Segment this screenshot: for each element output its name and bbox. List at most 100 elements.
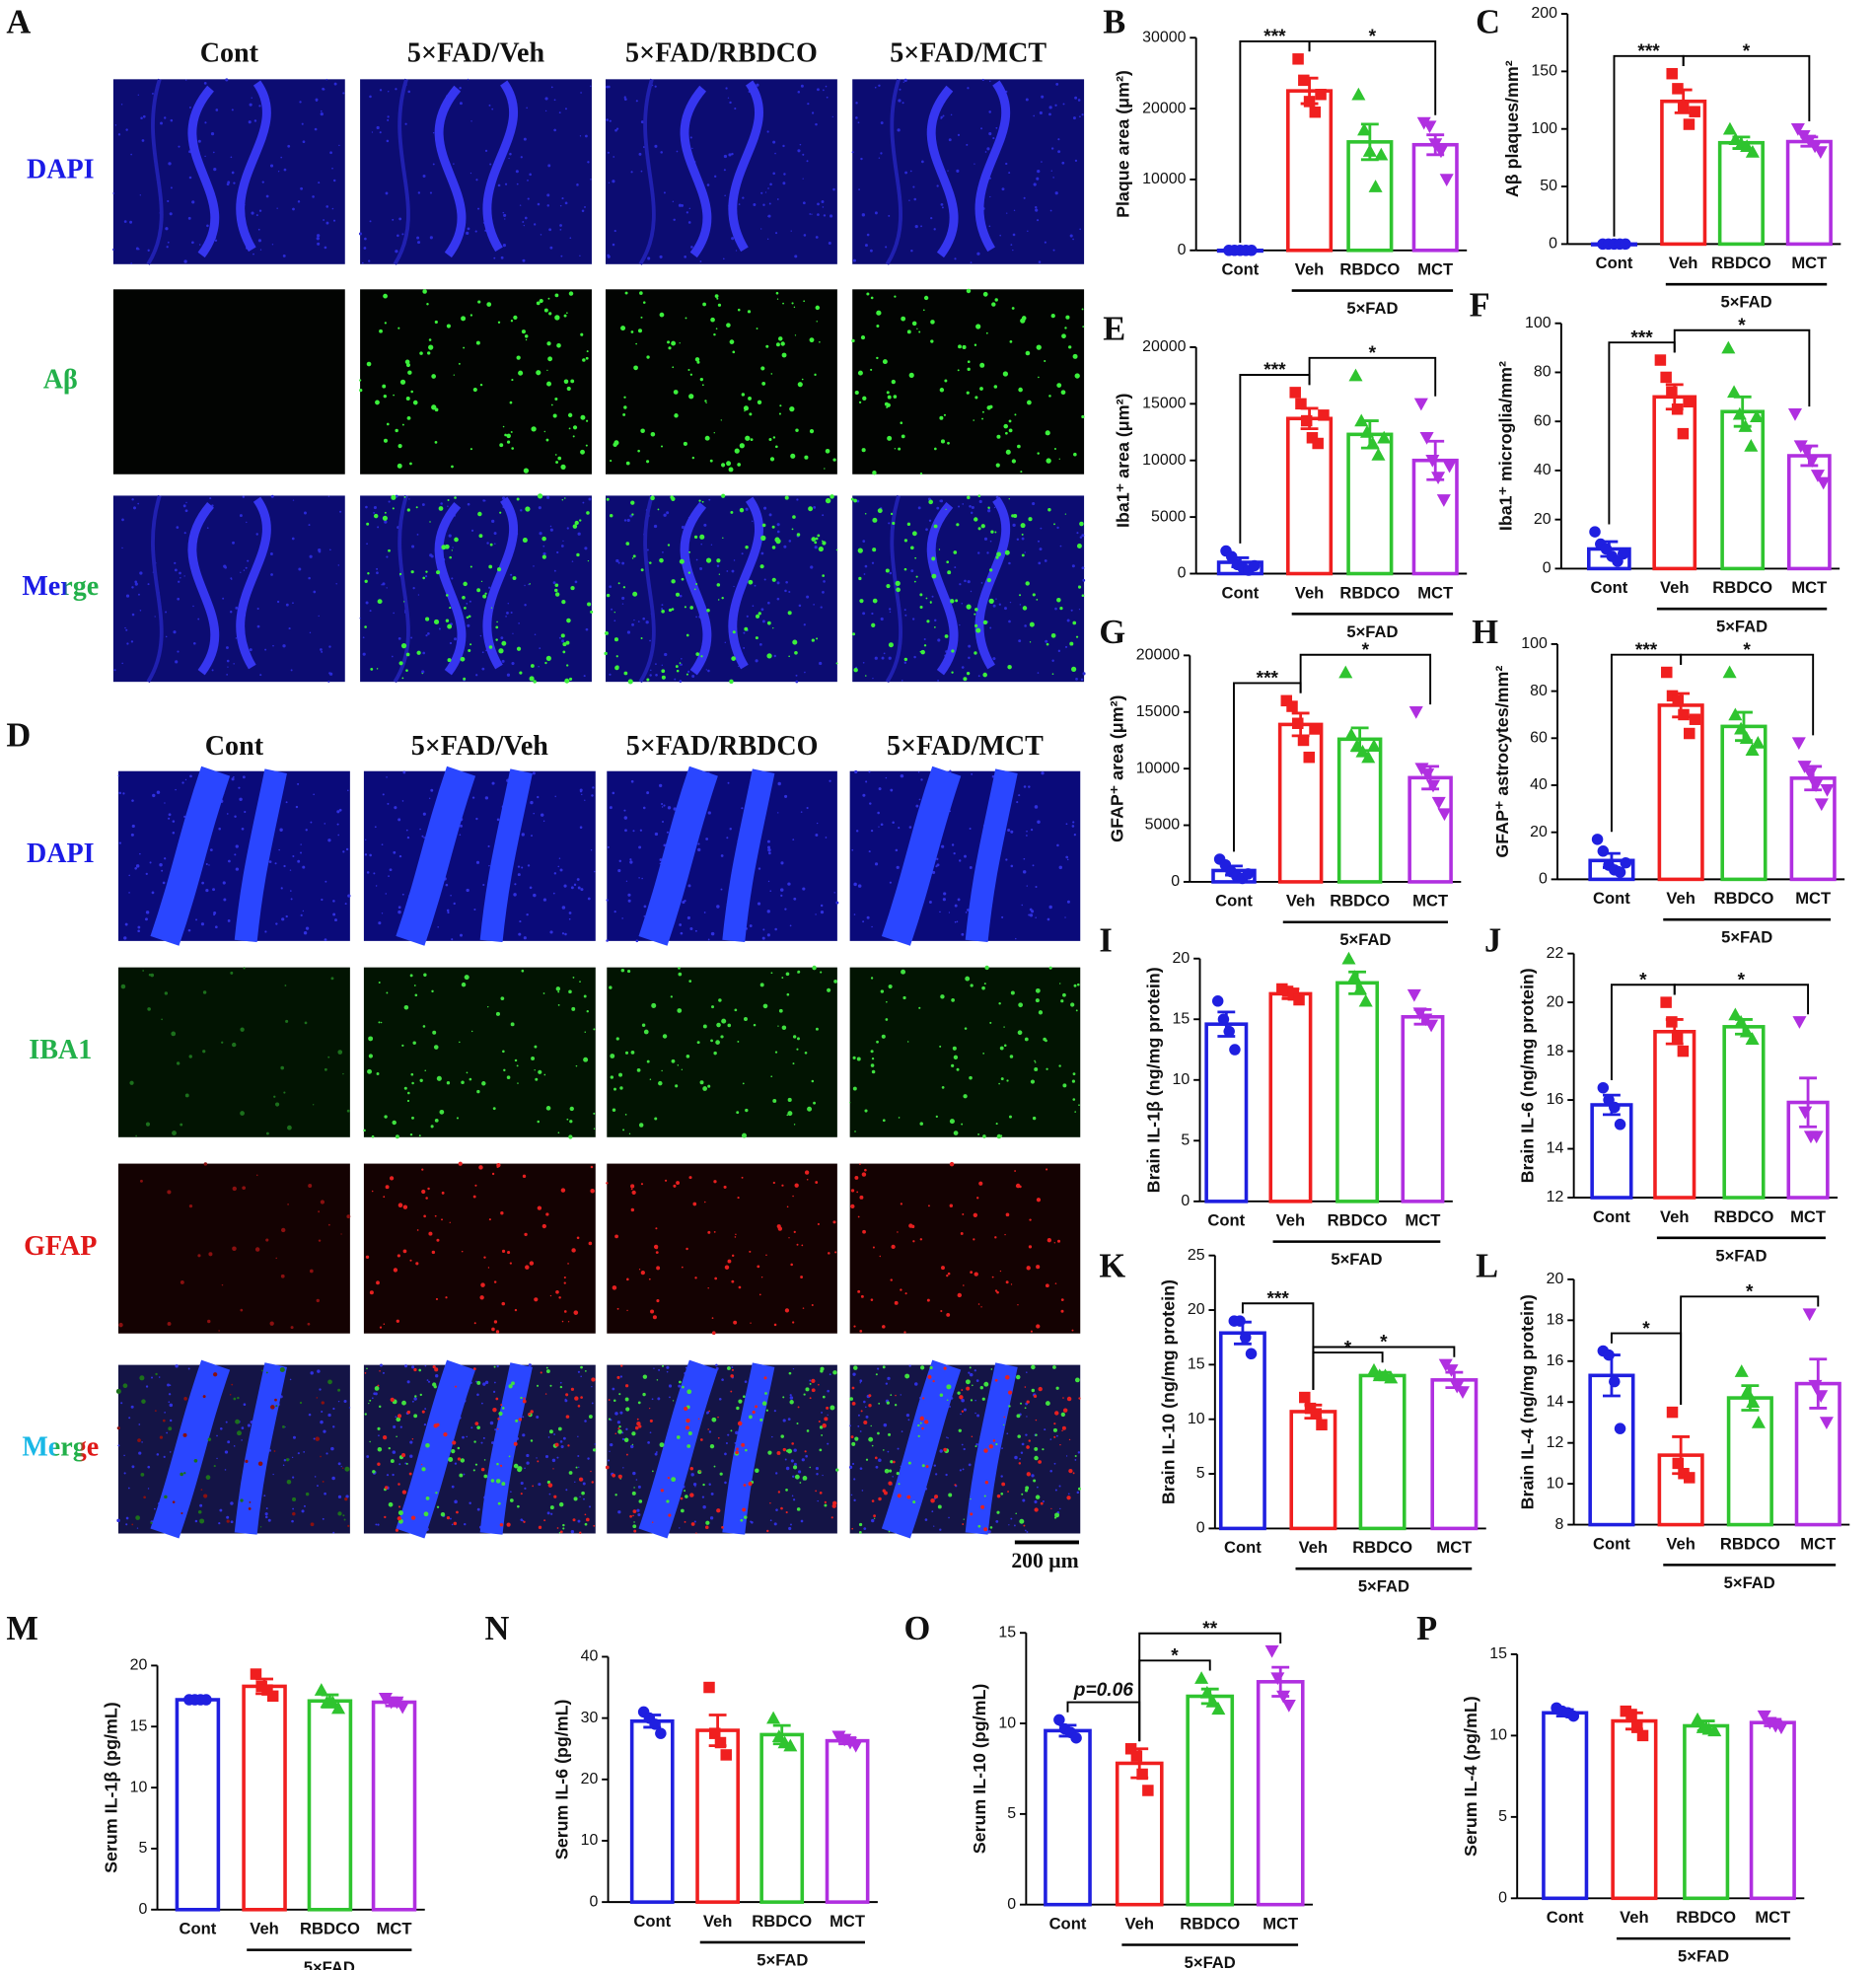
- significance-bracket: [1680, 653, 1815, 736]
- image-speckle: [708, 1483, 711, 1487]
- image-speckle: [379, 328, 383, 333]
- image-speckle: [376, 668, 379, 670]
- image-speckle: [523, 936, 527, 940]
- image-speckle: [378, 921, 382, 925]
- image-speckle: [914, 224, 918, 229]
- image-speckle: [777, 1025, 779, 1027]
- image-speckle: [826, 1406, 830, 1410]
- image-speckle: [521, 833, 525, 837]
- image-speckle: [858, 401, 862, 404]
- image-speckle: [1028, 1439, 1031, 1442]
- data-point: [1425, 779, 1441, 793]
- image-speckle: [890, 1278, 893, 1281]
- image-speckle: [1002, 371, 1009, 377]
- image-speckle: [399, 1425, 402, 1428]
- image-speckle: [661, 821, 665, 824]
- image-speckle: [291, 1456, 294, 1459]
- image-speckle: [561, 906, 566, 910]
- image-speckle: [434, 440, 438, 444]
- image-speckle: [761, 620, 765, 623]
- image-speckle: [1052, 1427, 1057, 1432]
- image-speckle: [387, 115, 390, 118]
- micrograph-background: [363, 1364, 596, 1534]
- image-speckle: [1023, 857, 1026, 860]
- image-speckle: [435, 1297, 439, 1301]
- image-speckle: [825, 85, 828, 88]
- image-speckle: [379, 1370, 381, 1372]
- image-speckle: [820, 606, 823, 609]
- image-speckle: [159, 1435, 164, 1439]
- image-speckle: [583, 1057, 589, 1062]
- image-speckle: [870, 1063, 875, 1067]
- image-speckle: [494, 543, 496, 545]
- image-speckle: [767, 214, 771, 218]
- image-speckle: [225, 78, 229, 82]
- image-speckle: [421, 670, 425, 674]
- image-speckle: [143, 1496, 146, 1499]
- data-point: [1677, 102, 1690, 114]
- micrograph: [851, 78, 1085, 265]
- image-speckle: [959, 1469, 962, 1472]
- image-speckle: [292, 1476, 295, 1479]
- image-speckle: [990, 530, 994, 534]
- image-speckle: [729, 339, 735, 344]
- image-speckle: [1047, 508, 1051, 512]
- image-speckle: [141, 1441, 143, 1443]
- image-speckle: [758, 1293, 761, 1296]
- image-speckle: [723, 169, 726, 172]
- image-speckle: [675, 665, 679, 668]
- image-speckle: [427, 632, 430, 635]
- image-speckle: [460, 824, 463, 828]
- image-speckle: [519, 204, 522, 206]
- group-label: 5×FAD: [1716, 618, 1768, 636]
- image-speckle: [467, 623, 470, 627]
- image-speckle: [685, 1247, 688, 1251]
- data-point: [1728, 707, 1743, 721]
- image-speckle: [566, 664, 569, 667]
- image-speckle: [804, 671, 806, 674]
- image-speckle: [690, 246, 693, 249]
- image-speckle: [940, 1309, 943, 1313]
- image-speckle: [1046, 1238, 1051, 1243]
- image-speckle: [233, 1445, 236, 1447]
- image-speckle: [552, 1468, 554, 1470]
- data-point: [1660, 371, 1672, 384]
- micrograph: [112, 494, 345, 684]
- image-speckle: [554, 1442, 559, 1447]
- x-tick-label: Cont: [1593, 1534, 1630, 1553]
- row-label: IBA1: [29, 1035, 92, 1065]
- image-speckle: [871, 925, 873, 928]
- image-speckle: [488, 864, 490, 867]
- image-speckle: [1078, 1104, 1080, 1107]
- image-speckle: [1015, 1374, 1021, 1380]
- image-speckle: [699, 534, 705, 540]
- image-speckle: [733, 1320, 738, 1325]
- y-tick-label: 22: [1547, 945, 1564, 962]
- image-speckle: [1034, 1499, 1038, 1504]
- image-speckle: [1065, 1455, 1068, 1457]
- image-speckle: [125, 1516, 129, 1520]
- image-speckle: [1026, 1472, 1032, 1477]
- data-point: [1740, 1384, 1755, 1398]
- image-speckle: [770, 373, 773, 375]
- image-speckle: [865, 1458, 869, 1461]
- data-point: [1684, 1472, 1696, 1484]
- image-speckle: [1058, 1064, 1061, 1067]
- image-speckle: [722, 537, 724, 540]
- image-speckle: [646, 460, 650, 464]
- image-speckle: [795, 674, 798, 677]
- image-speckle: [885, 246, 888, 249]
- image-speckle: [615, 558, 619, 563]
- image-speckle: [568, 677, 573, 682]
- image-speckle: [208, 864, 210, 866]
- image-speckle: [169, 212, 173, 216]
- image-speckle: [328, 645, 331, 648]
- image-speckle: [188, 176, 192, 180]
- image-speckle: [264, 648, 267, 651]
- image-speckle: [1061, 333, 1066, 339]
- image-speckle: [307, 1322, 311, 1326]
- bar: [1726, 1396, 1773, 1527]
- image-speckle: [715, 328, 718, 329]
- image-speckle: [363, 247, 367, 250]
- image-speckle: [563, 379, 569, 385]
